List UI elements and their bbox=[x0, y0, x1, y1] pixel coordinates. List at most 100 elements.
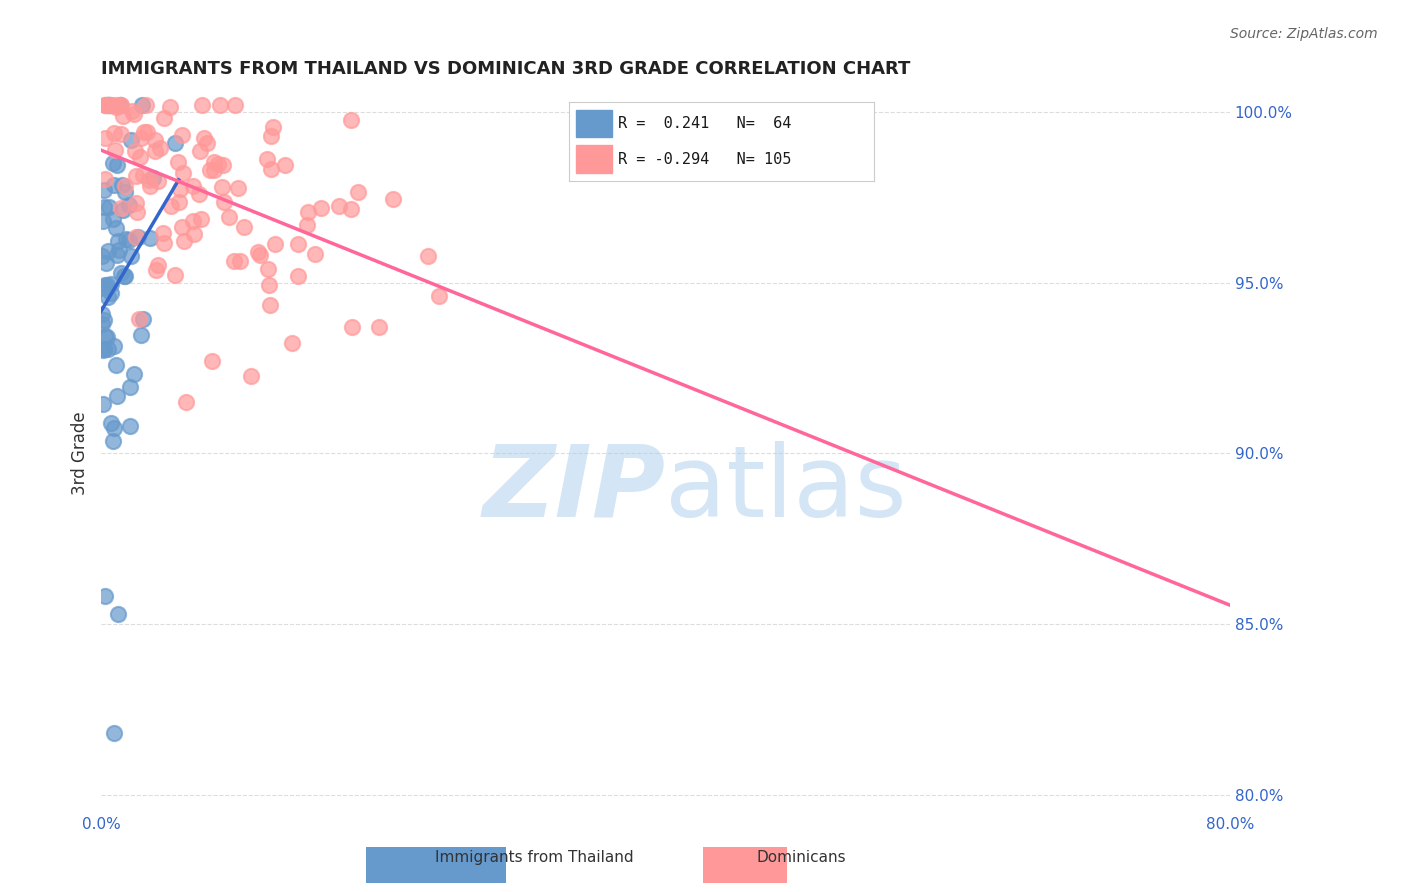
Point bbox=[110, 97, 132, 112]
Point bbox=[218, 210, 240, 224]
Point bbox=[114, 185, 136, 199]
Point bbox=[118, 233, 141, 247]
Point bbox=[110, 201, 132, 215]
Text: Immigrants from Thailand: Immigrants from Thailand bbox=[434, 850, 634, 865]
Point bbox=[347, 185, 370, 199]
Point bbox=[295, 219, 318, 233]
Point bbox=[328, 199, 350, 213]
Point bbox=[103, 212, 125, 227]
Point bbox=[96, 330, 118, 344]
Point bbox=[103, 726, 125, 740]
Point bbox=[110, 127, 132, 141]
Point bbox=[173, 234, 195, 248]
Point bbox=[100, 416, 122, 430]
Point bbox=[120, 133, 142, 147]
Point bbox=[274, 158, 297, 172]
Point bbox=[129, 130, 152, 145]
Point bbox=[226, 181, 249, 195]
Point bbox=[111, 178, 134, 192]
Point bbox=[129, 150, 152, 164]
Point bbox=[94, 131, 117, 145]
Point bbox=[97, 97, 120, 112]
Point bbox=[94, 329, 117, 343]
Point bbox=[115, 232, 138, 246]
Point bbox=[172, 166, 194, 180]
Point bbox=[202, 155, 225, 169]
Point bbox=[211, 180, 233, 194]
Point bbox=[100, 277, 122, 291]
Point bbox=[222, 253, 245, 268]
Point bbox=[93, 313, 115, 327]
Point bbox=[143, 133, 166, 147]
Point bbox=[139, 179, 162, 194]
Point bbox=[132, 311, 155, 326]
Point bbox=[281, 335, 304, 350]
Point bbox=[124, 144, 146, 158]
Point bbox=[188, 144, 211, 158]
Point bbox=[91, 318, 114, 332]
Point bbox=[105, 248, 128, 262]
Y-axis label: 3rd Grade: 3rd Grade bbox=[72, 412, 89, 495]
Point bbox=[118, 197, 141, 211]
Text: Dominicans: Dominicans bbox=[756, 850, 846, 865]
Point bbox=[287, 268, 309, 283]
Point bbox=[309, 201, 332, 215]
Point bbox=[105, 358, 128, 372]
Point bbox=[91, 281, 114, 295]
Point bbox=[149, 141, 172, 155]
Point bbox=[127, 230, 149, 244]
Point bbox=[91, 307, 114, 321]
Point bbox=[94, 97, 117, 112]
Point bbox=[287, 237, 309, 252]
Point bbox=[166, 154, 188, 169]
Point bbox=[200, 162, 222, 177]
Point bbox=[172, 220, 194, 235]
Point bbox=[112, 109, 135, 123]
Point bbox=[142, 171, 165, 186]
Point bbox=[104, 144, 127, 158]
Point bbox=[97, 342, 120, 356]
Point bbox=[188, 186, 211, 201]
Point bbox=[165, 136, 187, 150]
Point bbox=[110, 97, 132, 112]
Point bbox=[340, 202, 363, 216]
Point bbox=[105, 388, 128, 402]
Point bbox=[93, 342, 115, 356]
Point bbox=[174, 395, 197, 409]
Point bbox=[143, 145, 166, 159]
Point bbox=[247, 244, 270, 259]
Point bbox=[260, 162, 283, 177]
Point bbox=[94, 256, 117, 270]
Point bbox=[257, 278, 280, 293]
Point bbox=[94, 172, 117, 186]
Point bbox=[131, 97, 153, 112]
Point bbox=[233, 219, 256, 234]
Point bbox=[134, 125, 156, 139]
Point bbox=[224, 97, 246, 112]
Point bbox=[159, 199, 181, 213]
Point bbox=[98, 200, 121, 214]
Point bbox=[153, 111, 176, 125]
Point bbox=[107, 234, 129, 248]
Point bbox=[146, 174, 169, 188]
Point bbox=[105, 158, 128, 172]
Point bbox=[128, 311, 150, 326]
Point bbox=[91, 214, 114, 228]
Point bbox=[239, 368, 262, 383]
Point bbox=[100, 285, 122, 300]
Point bbox=[159, 100, 181, 114]
Point bbox=[124, 230, 146, 244]
Point bbox=[103, 338, 125, 352]
Point bbox=[214, 194, 236, 209]
Point bbox=[100, 97, 122, 112]
Point bbox=[304, 246, 326, 260]
Point bbox=[97, 289, 120, 303]
Point bbox=[381, 192, 404, 206]
Point bbox=[120, 249, 142, 263]
Point bbox=[96, 244, 118, 258]
Point bbox=[96, 97, 118, 112]
Point bbox=[93, 200, 115, 214]
Point bbox=[193, 131, 215, 145]
Point bbox=[118, 380, 141, 394]
Point bbox=[145, 263, 167, 277]
